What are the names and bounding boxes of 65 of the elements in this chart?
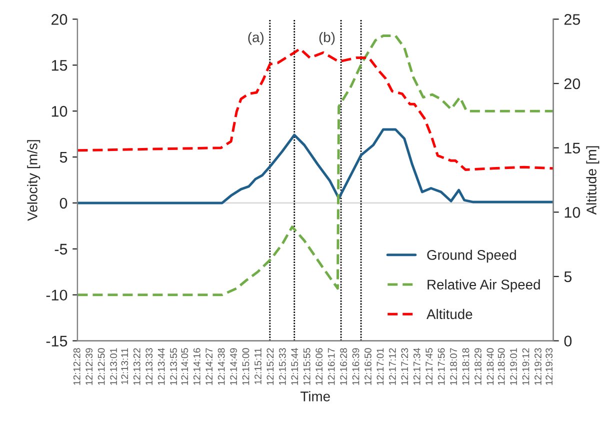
x-tick-label: 12:15:00 (242, 348, 250, 385)
line-series (77, 34, 554, 296)
annotation: (a) (248, 32, 264, 45)
x-tick-label: 12:14:27 (206, 348, 212, 385)
x-tick-label: 12:12:50 (98, 348, 105, 385)
y-tick-label: -10 (46, 290, 68, 301)
y2-tick-label: 25 (564, 14, 580, 25)
x-tick-label: 12:15:11 (254, 348, 262, 384)
x-tick-label: 12:18:29 (474, 348, 482, 385)
x-tick-label: 12:13:55 (170, 348, 177, 385)
x-tick-label: 12:17:01 (376, 348, 384, 385)
x-tick-label: 12:19:23 (534, 348, 542, 385)
x-tick-label: 12:12:39 (86, 348, 93, 385)
y-tick-label: 15 (52, 60, 68, 71)
x-tick-label: 12:13:22 (133, 348, 140, 385)
y-tick-label: -5 (54, 244, 68, 255)
x-tick-label: 12:19:01 (510, 348, 517, 385)
x-tick-label: 12:16:39 (352, 348, 360, 385)
line-series (77, 48, 554, 171)
annotation: (b) (319, 32, 335, 45)
legend-label: Altitude (426, 308, 472, 320)
y2-tick-label: 20 (564, 78, 580, 90)
y2-tick-label: 5 (564, 272, 572, 282)
x-tick-label: 12:15:55 (303, 348, 310, 385)
x-tick-label: 12:16:17 (328, 348, 335, 385)
x-tick-label: 12:15:33 (278, 348, 286, 385)
x-tick-label: 12:13:44 (158, 348, 165, 385)
x-tick-label: 12:15:44 (291, 348, 298, 385)
x-tick-label: 12:14:05 (181, 348, 188, 385)
legend-label: Relative Air Speed (428, 279, 540, 292)
x-tick-label: 12:17:34 (413, 348, 420, 385)
y2-tick-label: 15 (564, 142, 580, 154)
legend-label: Ground Speed (427, 250, 516, 263)
x-tick-label: 12:18:50 (498, 348, 505, 385)
y2-tick-label: 0 (564, 336, 572, 346)
x-tick-label: 12:19:33 (546, 348, 553, 385)
x-tick-label: 12:15:22 (266, 348, 274, 385)
y-axis-title: Velocity [m/s] (27, 140, 40, 221)
y-tick-label: 0 (60, 198, 68, 209)
x-tick-label: 12:18:18 (462, 348, 470, 385)
x-tick-label: 12:19:12 (522, 348, 530, 385)
x-tick-label: 12:13:33 (146, 348, 153, 385)
x-tick-label: 12:14:16 (193, 348, 200, 385)
x-tick-label: 12:12:28 (73, 348, 80, 385)
y2-axis-title: Altitude [m] (586, 146, 600, 215)
x-axis-title: Time (300, 391, 330, 402)
x-tick-label: 12:14:49 (230, 348, 237, 385)
x-tick-label: 12:16:50 (364, 348, 372, 385)
x-tick-label: 12:16:06 (316, 348, 323, 385)
y-tick-label: 20 (52, 14, 68, 25)
y-tick-label: -15 (46, 336, 68, 346)
y-tick-label: 5 (60, 152, 68, 163)
x-tick-label: 12:18:07 (450, 348, 457, 385)
x-tick-label: 12:17:23 (401, 348, 408, 385)
x-tick-label: 12:18:40 (486, 348, 494, 385)
x-tick-label: 12:17:12 (388, 348, 396, 385)
x-tick-label: 12:13:11 (121, 348, 128, 384)
y2-tick-label: 10 (564, 207, 580, 218)
x-tick-label: 12:17:56 (438, 348, 445, 385)
x-tick-label: 12:14:38 (218, 348, 225, 385)
y-tick-label: 10 (52, 106, 68, 117)
x-tick-label: 12:17:45 (426, 348, 433, 385)
x-tick-label: 12:16:28 (340, 348, 347, 385)
x-tick-label: 12:13:01 (110, 348, 117, 385)
line-series (77, 128, 554, 204)
